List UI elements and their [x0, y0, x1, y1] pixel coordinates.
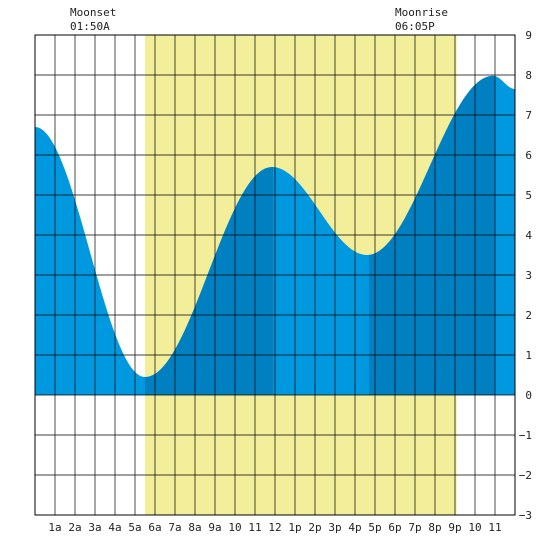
- moonrise-label: Moonrise: [395, 6, 448, 19]
- x-tick-label: 4p: [348, 521, 361, 534]
- x-tick-label: 8a: [188, 521, 201, 534]
- y-tick-label: 3: [525, 269, 532, 282]
- y-tick-label: 7: [525, 109, 532, 122]
- x-tick-label: 5p: [368, 521, 381, 534]
- y-tick-label: 1: [525, 349, 532, 362]
- x-tick-label: 7a: [168, 521, 181, 534]
- tide-area-segment-3: [273, 167, 369, 395]
- x-tick-label: 10: [228, 521, 241, 534]
- grid-layer: [34, 34, 516, 516]
- y-tick-label: 2: [525, 309, 532, 322]
- y-tick-label: −2: [519, 469, 532, 482]
- x-tick-label: 1p: [288, 521, 301, 534]
- y-tick-label: 5: [525, 189, 532, 202]
- x-tick-label: 9a: [208, 521, 221, 534]
- y-tick-label: 4: [525, 229, 532, 242]
- x-tick-label: 3a: [88, 521, 101, 534]
- x-tick-label: 4a: [108, 521, 121, 534]
- x-tick-label: 5a: [128, 521, 141, 534]
- x-tick-label: 10: [468, 521, 481, 534]
- tide-area-segment-1: [35, 127, 145, 395]
- x-tick-label: 6a: [148, 521, 161, 534]
- y-tick-label: 6: [525, 149, 532, 162]
- y-tick-label: 9: [525, 29, 532, 42]
- moonset-time: 01:50A: [70, 20, 110, 33]
- x-tick-label: 11: [488, 521, 501, 534]
- x-tick-label: 7p: [408, 521, 421, 534]
- x-tick-label: 3p: [328, 521, 341, 534]
- x-tick-label: 12: [268, 521, 281, 534]
- x-tick-label: 11: [248, 521, 261, 534]
- x-tick-label: 1a: [48, 521, 61, 534]
- y-tick-label: 8: [525, 69, 532, 82]
- moonrise-annotation: Moonrise 06:05P: [395, 6, 448, 33]
- tide-area-segment-5: [494, 75, 515, 395]
- y-tick-label: 0: [525, 389, 532, 402]
- x-tick-label: 6p: [388, 521, 401, 534]
- x-tick-label: 2p: [308, 521, 321, 534]
- moonset-label: Moonset: [70, 6, 116, 19]
- tide-area-segment-2: [145, 167, 274, 395]
- x-tick-label: 2a: [68, 521, 81, 534]
- label-layer: 1a 2a 3a 4a 5a 6a 7a 8a 9a 10 11 12 1p 2p 3p 4p 5p 6p 7p 8p…: [48, 29, 532, 534]
- x-tick-label: 8p: [428, 521, 441, 534]
- moonset-annotation: Moonset 01:50A: [70, 6, 116, 33]
- x-tick-label: 9p: [448, 521, 461, 534]
- moonrise-time: 06:05P: [395, 20, 435, 33]
- y-tick-label: −3: [519, 509, 532, 522]
- plot-border: [34, 34, 516, 516]
- y-tick-label: −1: [519, 429, 532, 442]
